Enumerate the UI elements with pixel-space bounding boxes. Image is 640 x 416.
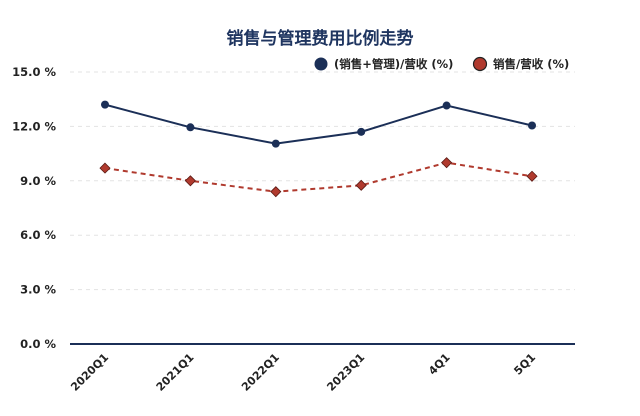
y-tick-label: 3.0 % <box>20 283 56 297</box>
x-tick-label: 5Q1 <box>511 351 538 378</box>
y-tick-label: 12.0 % <box>12 119 56 133</box>
data-point <box>186 123 195 132</box>
series-line-2 <box>104 161 533 193</box>
y-tick-label: 15.0 % <box>12 65 56 79</box>
x-tick-label: 2022Q1 <box>239 351 282 394</box>
legend-marker-series-1 <box>314 57 328 71</box>
x-tick-label: 4Q1 <box>426 351 453 378</box>
legend: (销售+管理)/营收 (%) 销售/营收 (%) <box>314 56 569 72</box>
series-line-1 <box>104 103 533 145</box>
grid-lines <box>70 71 575 291</box>
x-tick-label: 2020Q1 <box>68 351 111 394</box>
data-point <box>271 139 280 148</box>
data-point <box>528 121 536 130</box>
legend-marker-series-2 <box>472 56 488 72</box>
data-point <box>101 100 109 109</box>
y-tick-label: 9.0 % <box>20 174 56 188</box>
y-tick-label: 6.0 % <box>20 228 56 242</box>
y-axis-ticks: 0.0 % 3.0 % 6.0 % 9.0 % 12.0 % 15.0 % <box>12 65 56 351</box>
legend-label-series-2: 销售/营收 (%) <box>493 57 569 71</box>
data-point <box>442 101 451 110</box>
data-point <box>526 170 538 182</box>
data-point <box>184 175 196 187</box>
series-layer <box>99 100 538 198</box>
data-point <box>99 162 111 174</box>
x-tick-label: 2023Q1 <box>324 351 367 394</box>
data-point <box>357 127 366 136</box>
y-tick-label: 0.0 % <box>20 337 56 351</box>
chart-title: 销售与管理费用比例走势 <box>227 28 414 49</box>
x-axis-ticks: 2020Q1 2021Q1 2022Q1 2023Q1 4Q1 5Q1 <box>68 351 538 394</box>
data-point <box>355 179 367 191</box>
legend-label-series-1: (销售+管理)/营收 (%) <box>334 57 453 71</box>
x-tick-label: 2021Q1 <box>154 351 197 394</box>
data-point <box>270 186 282 198</box>
data-point <box>441 157 453 169</box>
